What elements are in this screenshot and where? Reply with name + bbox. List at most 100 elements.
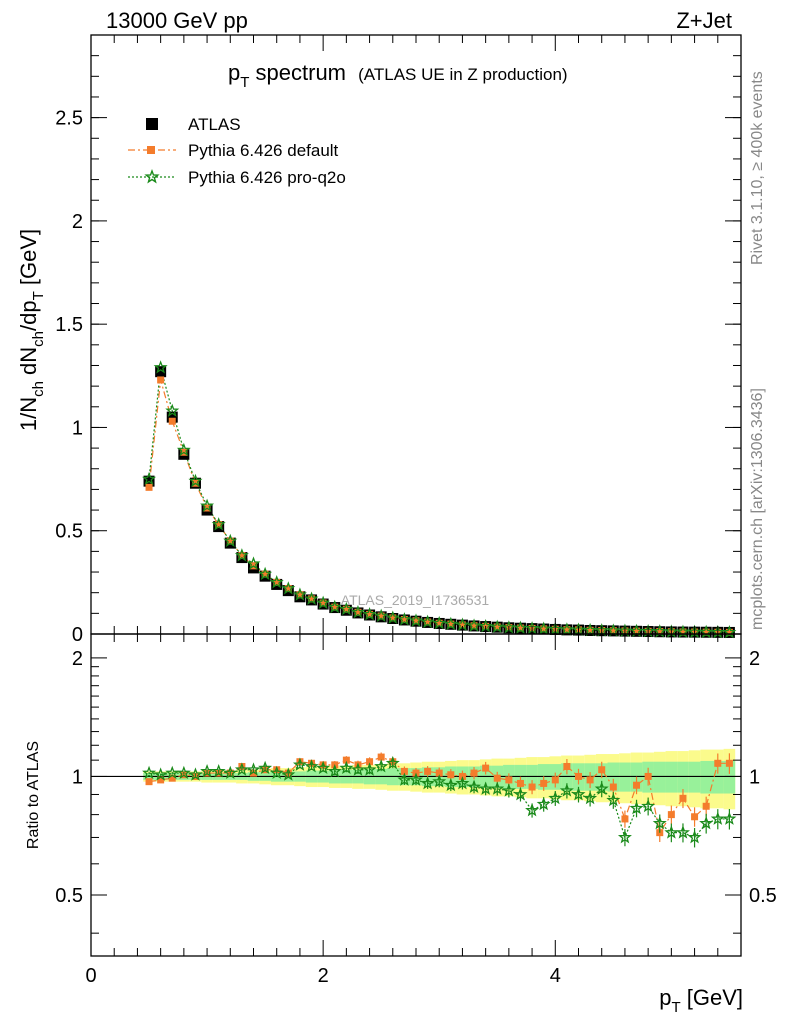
header-right: Z+Jet (676, 8, 732, 33)
data-point-default (656, 628, 664, 636)
rivet-label: Rivet 3.1.10, ≥ 400k events (749, 71, 766, 265)
ratio-point-proq2o (571, 787, 586, 801)
ratio-point-proq2o (211, 764, 226, 778)
data-point-default (273, 578, 281, 586)
ratio-point-proq2o (362, 762, 377, 776)
ratio-point-default (563, 762, 571, 770)
mcplots-label: mcplots.cern.ch [arXiv:1306.3436] (749, 388, 766, 630)
plot-subtitle: (ATLAS UE in Z production) (358, 65, 567, 84)
data-point-proq2o (258, 566, 273, 581)
data-point-default (308, 595, 316, 603)
data-point-default (261, 570, 269, 578)
ratio-y-tick-label: 0.5 (55, 885, 83, 907)
data-point-atlas (155, 366, 167, 378)
main-y-tick-label: 2 (72, 211, 83, 233)
ratio-point-default (679, 794, 687, 802)
data-point-default (284, 585, 292, 593)
main-y-tick-label: 2.5 (55, 108, 83, 130)
data-point-proq2o (339, 601, 354, 616)
data-point-proq2o (269, 575, 284, 589)
data-point-proq2o (142, 471, 157, 486)
ratio-y-tick-label-right: 0.5 (749, 885, 777, 907)
data-point-default (470, 622, 478, 630)
x-tick-label: 2 (318, 965, 329, 987)
legend-marker-proq2o (144, 169, 160, 184)
ratio-point-proq2o (536, 796, 551, 811)
data-point-proq2o (281, 581, 296, 595)
uncertainty-band-inner (607, 762, 620, 792)
uncertainty-band-inner (700, 760, 712, 794)
data-point-proq2o (304, 591, 319, 605)
data-point-default (226, 537, 234, 545)
ratio-point-proq2o (420, 776, 435, 790)
ratio-point-proq2o (606, 792, 621, 807)
ratio-point-default (447, 771, 455, 779)
uncertainty-band-inner (723, 760, 736, 794)
y-label-part-2: ch (30, 381, 47, 397)
ratio-point-proq2o (350, 762, 365, 776)
data-point-proq2o (327, 599, 342, 614)
ratio-point-default (424, 767, 432, 775)
legend: ATLAS Pythia 6.426 default Pythia 6.426 … (128, 115, 346, 187)
ratio-point-default (667, 811, 675, 819)
plot-title-p: p (228, 60, 240, 85)
y-axis-label: 1/Nch dNch/dpT [GeV] (16, 229, 47, 431)
plot-title-rest: spectrum (249, 60, 346, 85)
data-point-proq2o (211, 517, 226, 531)
ratio-point-default (470, 769, 478, 777)
main-y-tick-label: 1 (72, 417, 83, 439)
data-point-default (238, 552, 246, 560)
main-y-tick-label: 0 (72, 624, 83, 646)
ratio-point-proq2o (432, 774, 447, 788)
ratio-point-default (528, 783, 536, 791)
data-point-default (354, 608, 362, 616)
data-point-default (168, 417, 176, 425)
ratio-point-proq2o (652, 816, 667, 830)
header-left: 13000 GeV pp (106, 8, 248, 33)
x-axis-label: pT [GeV] (659, 985, 743, 1016)
legend-marker-default (147, 146, 155, 154)
legend-marker-atlas (146, 118, 158, 130)
ratio-point-default (575, 772, 582, 780)
data-point-proq2o (467, 618, 482, 632)
ratio-point-default (633, 781, 641, 789)
x-tick-label: 4 (550, 965, 561, 987)
data-point-default (377, 612, 385, 620)
data-point-proq2o (490, 619, 505, 633)
ratio-point-default (725, 759, 733, 767)
ratio-point-proq2o (234, 762, 249, 776)
data-point-default (679, 628, 687, 636)
data-point-default (435, 619, 443, 627)
ratio-point-proq2o (513, 787, 528, 801)
ratio-y-tick-label-right: 1 (749, 766, 760, 788)
data-point-default (702, 628, 710, 636)
data-point-default (424, 618, 432, 626)
ratio-point-proq2o (490, 781, 505, 795)
data-point-default (493, 623, 501, 631)
ratio-point-proq2o (165, 765, 180, 780)
ratio-point-proq2o (594, 781, 609, 795)
ratio-point-default (516, 779, 524, 787)
data-point-default (366, 610, 374, 618)
data-point-proq2o (153, 360, 168, 374)
ratio-point-proq2o (641, 798, 656, 813)
data-point-proq2o (234, 548, 249, 562)
data-point-proq2o (188, 473, 203, 488)
data-point-default (319, 599, 327, 607)
uncertainty-band-inner (619, 762, 631, 792)
data-point-proq2o (362, 607, 377, 621)
data-point-proq2o (165, 403, 180, 417)
uncertainty-band-inner (688, 761, 701, 793)
ratio-point-default (540, 779, 548, 787)
ratio-point-default (714, 759, 722, 767)
ratio-point-proq2o (687, 830, 702, 844)
ratio-point-proq2o (710, 811, 725, 825)
x-label-sub: T (671, 999, 680, 1016)
main-panel: 00.511.522.5 ATLAS_2019_I1736531 pT spec… (16, 34, 742, 646)
ratio-point-proq2o (722, 811, 737, 825)
ratio-point-default (598, 766, 606, 774)
data-point-default (389, 614, 397, 622)
data-point-default (725, 628, 733, 636)
data-point-proq2o (432, 615, 447, 630)
